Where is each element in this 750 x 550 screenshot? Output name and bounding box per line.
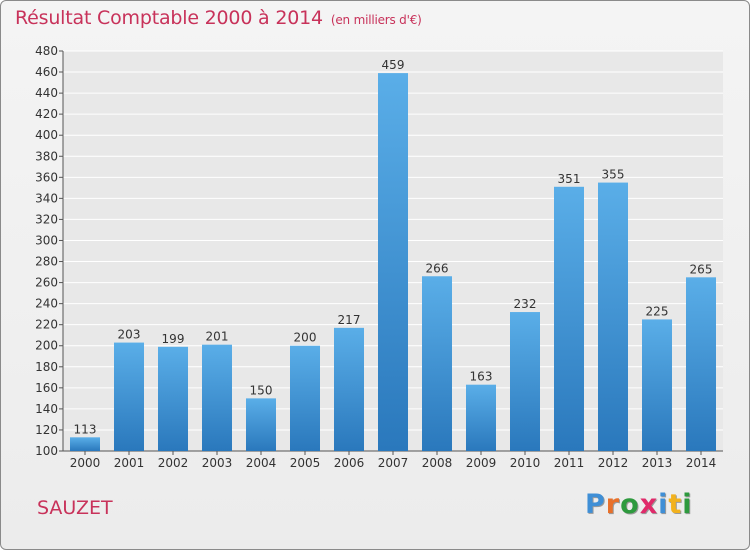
- y-tick-label: 480: [35, 44, 58, 58]
- bar: [598, 182, 628, 451]
- y-tick-label: 100: [35, 444, 58, 458]
- logo-letter: o: [620, 489, 640, 520]
- y-tick-label: 420: [35, 107, 58, 121]
- data-label: 266: [426, 261, 449, 275]
- x-tick-label: 2000: [70, 456, 101, 470]
- logo-letter: t: [668, 489, 683, 520]
- bar: [246, 398, 276, 451]
- bar: [510, 312, 540, 451]
- x-tick-label: 2001: [114, 456, 145, 470]
- logo-letter: r: [605, 489, 621, 520]
- x-tick-labels: 2000 2001 2002 2003 2004 2005 2006 2007 2008 2009…: [70, 456, 717, 470]
- x-tick-label: 2006: [334, 456, 365, 470]
- y-tick-label: 460: [35, 65, 58, 79]
- commune-name: SAUZET: [37, 497, 113, 519]
- y-tick-label: 200: [35, 339, 58, 353]
- bar: [466, 384, 496, 451]
- x-tick-label: 2007: [378, 456, 409, 470]
- y-tick-label: 360: [35, 170, 58, 184]
- data-label: 150: [250, 383, 273, 397]
- x-tick-label: 2011: [554, 456, 585, 470]
- bar: [334, 327, 364, 451]
- y-tick-label: 120: [35, 423, 58, 437]
- y-tick-label: 260: [35, 276, 58, 290]
- bar: [70, 437, 100, 451]
- y-tick-label: 340: [35, 191, 58, 205]
- y-tick-labels: 100 120 140 160 180 200 220 240 260 280 300 320 340 3…: [35, 44, 58, 458]
- data-labels: 113 203 199 201 150 200 217 459 266 163 232 351 355 2…: [74, 58, 713, 436]
- x-tick-label: 2013: [642, 456, 673, 470]
- data-label: 163: [470, 370, 493, 384]
- bar: [554, 186, 584, 451]
- x-tick-label: 2004: [246, 456, 277, 470]
- data-label: 200: [294, 331, 317, 345]
- y-tick-label: 320: [35, 212, 58, 226]
- proxiti-logo[interactable]: Proxiti: [585, 489, 693, 520]
- bars: [70, 73, 716, 452]
- y-tick-label: 140: [35, 402, 58, 416]
- bar: [422, 276, 452, 451]
- x-tick-label: 2008: [422, 456, 453, 470]
- logo-letter: i: [682, 489, 693, 520]
- logo-letter: x: [639, 489, 659, 520]
- y-tick-label: 240: [35, 297, 58, 311]
- data-label: 201: [206, 330, 229, 344]
- data-label: 225: [646, 304, 669, 318]
- bar: [686, 277, 716, 451]
- logo-letter: i: [658, 489, 669, 520]
- x-tick-label: 2014: [686, 456, 717, 470]
- data-label: 199: [162, 332, 185, 346]
- chart-subtitle: (en milliers d'€): [330, 13, 422, 27]
- data-label: 232: [514, 297, 537, 311]
- bar: [290, 345, 320, 451]
- y-tick-label: 220: [35, 318, 58, 332]
- x-tick-label: 2009: [466, 456, 497, 470]
- y-tick-label: 280: [35, 255, 58, 269]
- y-tick-label: 440: [35, 86, 58, 100]
- x-tick-label: 2002: [158, 456, 189, 470]
- bar: [202, 344, 232, 451]
- bar: [642, 319, 672, 451]
- x-tick-label: 2003: [202, 456, 233, 470]
- data-label: 265: [690, 262, 713, 276]
- y-tick-label: 400: [35, 128, 58, 142]
- data-label: 217: [338, 313, 361, 327]
- bar: [158, 346, 188, 451]
- y-tick-label: 160: [35, 381, 58, 395]
- title-text: Résultat Comptable 2000 à 2014: [15, 7, 323, 29]
- x-tick-label: 2005: [290, 456, 321, 470]
- y-tick-label: 300: [35, 233, 58, 247]
- logo-letter: P: [585, 489, 606, 520]
- data-label: 113: [74, 422, 97, 436]
- bar: [114, 342, 144, 451]
- data-label: 351: [558, 172, 581, 186]
- y-tick-label: 380: [35, 149, 58, 163]
- bar: [378, 73, 408, 452]
- data-label: 355: [602, 168, 625, 182]
- data-label: 459: [382, 58, 405, 72]
- x-tick-label: 2012: [598, 456, 629, 470]
- chart-title: Résultat Comptable 2000 à 2014 (en millie…: [15, 7, 422, 29]
- x-tick-label: 2010: [510, 456, 541, 470]
- data-label: 203: [118, 328, 141, 342]
- y-tick-label: 180: [35, 360, 58, 374]
